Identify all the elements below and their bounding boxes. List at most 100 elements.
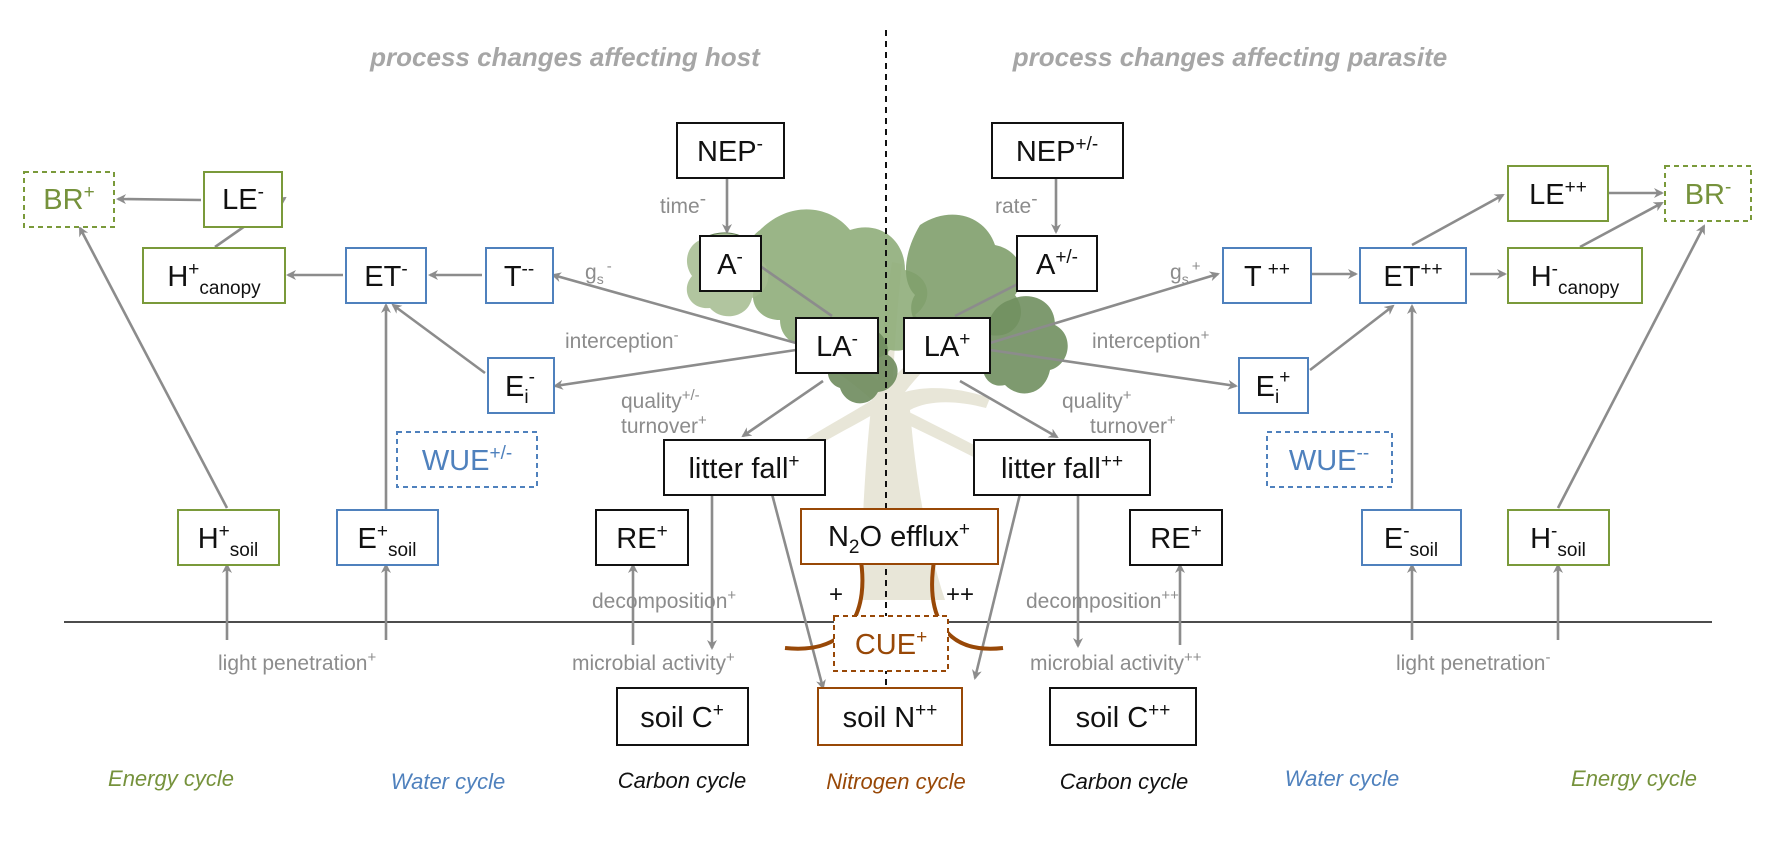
svg-text:LA-: LA- xyxy=(816,329,858,363)
re-left-base: RE xyxy=(616,523,656,555)
la-left-sup: - xyxy=(852,329,858,350)
svg-text:turnover+: turnover+ xyxy=(1090,412,1176,438)
proc-light-left-sup: + xyxy=(367,649,376,666)
proc-decomp-right-sup: ++ xyxy=(1161,587,1179,604)
node-le-right: LE++ xyxy=(1507,165,1609,222)
hcanopy-right-base: H xyxy=(1531,261,1552,293)
wue-left-base: WUE xyxy=(422,445,490,477)
arrow-et-le-right xyxy=(1411,193,1505,247)
svg-text:soil C++: soil C++ xyxy=(1076,700,1171,734)
hsoil-left-sup: + xyxy=(219,521,230,542)
hsoil-right-sup: - xyxy=(1551,521,1557,542)
le-right-base: LE xyxy=(1529,179,1564,211)
n2o-base: O efflux xyxy=(860,521,960,553)
svg-text:CUE+: CUE+ xyxy=(855,627,927,661)
arrow-hcanopy-br-right xyxy=(1579,201,1664,249)
svg-text:ET++: ET++ xyxy=(1383,259,1442,293)
node-esoil-left: E+soil xyxy=(336,509,439,566)
svg-text:litter fall+: litter fall+ xyxy=(688,451,799,485)
svg-text:Ei+: Ei+ xyxy=(1256,367,1291,408)
svg-text:E+soil: E+soil xyxy=(358,521,417,561)
proc-microbial-left-base: microbial activity xyxy=(572,652,727,675)
a-left-sup: - xyxy=(737,247,743,268)
svg-text:LA+: LA+ xyxy=(924,329,971,363)
t-left-sup: -- xyxy=(522,259,535,280)
proc-gs-right-sup: + xyxy=(1192,258,1201,275)
br-right-sup: - xyxy=(1725,177,1731,198)
svg-text:H-canopy: H-canopy xyxy=(1531,259,1620,299)
t-right-base: T xyxy=(1244,261,1262,293)
svg-text:turnover+: turnover+ xyxy=(621,412,707,438)
node-n2o: N2O efflux+ xyxy=(800,508,999,565)
cycle-water-right: Water cycle xyxy=(1285,766,1400,791)
wue-right-sup: -- xyxy=(1357,443,1370,464)
svg-text:WUE--: WUE-- xyxy=(1289,443,1369,477)
node-la-left: LA- xyxy=(795,317,879,374)
hcanopy-left-sub: canopy xyxy=(199,278,261,299)
arrow-la-litter-left xyxy=(741,379,824,438)
le-left-base: LE xyxy=(222,184,257,216)
a-right-sup: +/- xyxy=(1055,247,1078,268)
proc-interception-right-sup: + xyxy=(1201,327,1210,344)
node-t-left: T-- xyxy=(485,247,554,304)
arrow-le-br-left xyxy=(116,194,202,205)
cue-base: CUE xyxy=(855,629,916,661)
svg-text:A-: A- xyxy=(717,247,743,281)
nep-right-sup: +/- xyxy=(1075,134,1098,155)
re-right-sup: + xyxy=(1191,521,1202,542)
svg-text:H-soil: H-soil xyxy=(1530,521,1586,561)
node-nep-left: NEP- xyxy=(676,122,785,179)
svg-text:H+canopy: H+canopy xyxy=(167,259,261,299)
hcanopy-right-sup: - xyxy=(1552,259,1558,280)
arrow-la-ei-left xyxy=(553,348,797,390)
node-soilc-right: soil C++ xyxy=(1049,687,1197,746)
nep-left-sup: - xyxy=(757,134,763,155)
svg-text:microbial activity++: microbial activity++ xyxy=(1030,649,1202,675)
svg-text:LE-: LE- xyxy=(222,182,264,216)
proc-decomp-left-base: decomposition xyxy=(592,590,727,613)
svg-text:WUE+/-: WUE+/- xyxy=(422,443,512,477)
svg-text:LE++: LE++ xyxy=(1529,177,1587,211)
n2o-sup: + xyxy=(959,519,970,540)
soilc-left-base: soil C xyxy=(640,702,713,734)
litter-right-base: litter fall xyxy=(1001,453,1101,485)
litter-right-sup: ++ xyxy=(1101,451,1123,472)
hsoil-right-base: H xyxy=(1530,523,1551,555)
soilc-right-sup: ++ xyxy=(1148,700,1170,721)
svg-text:E-soil: E-soil xyxy=(1384,521,1438,561)
node-a-left: A- xyxy=(699,235,762,292)
re-right-base: RE xyxy=(1150,523,1190,555)
arrow-litter-soiln-left xyxy=(770,493,826,690)
node-litter-right: litter fall++ xyxy=(973,439,1151,496)
node-et-left: ET- xyxy=(345,247,427,304)
proc-quality-left-base: quality xyxy=(621,390,682,413)
node-la-right: LA+ xyxy=(903,317,991,374)
et-right-sup: ++ xyxy=(1420,259,1442,280)
arrow-hsoil-br-left xyxy=(78,226,229,509)
node-ei-left: Ei- xyxy=(487,357,555,414)
cycle-carbon-right: Carbon cycle xyxy=(1060,769,1188,794)
cycle-nitrogen: Nitrogen cycle xyxy=(826,769,965,794)
arrow-a-la-left xyxy=(759,264,833,318)
hcanopy-right-sub: canopy xyxy=(1558,278,1620,299)
svg-text:quality+/-: quality+/- xyxy=(621,387,700,413)
ei-left-sub: i xyxy=(524,387,528,408)
arrow-la-t-left xyxy=(551,272,797,345)
cue-sup: + xyxy=(916,627,927,648)
et-right-base: ET xyxy=(1383,261,1420,293)
arrow-la-litter-right xyxy=(959,379,1059,439)
cycle-energy-right: Energy cycle xyxy=(1571,766,1697,791)
svg-text:T--: T-- xyxy=(504,259,534,293)
svg-text:litter fall++: litter fall++ xyxy=(1001,451,1123,485)
esoil-left-sub: soil xyxy=(388,540,417,561)
proc-decomp-left-sup: + xyxy=(727,587,736,604)
et-left-base: ET xyxy=(364,261,401,293)
a-right-base: A xyxy=(1036,249,1056,281)
ei-right-sub: i xyxy=(1275,387,1279,408)
cycle-energy-left: Energy cycle xyxy=(108,766,234,791)
svg-text:soil C+: soil C+ xyxy=(640,700,724,734)
proc-turnover-left-sup: + xyxy=(698,412,707,429)
node-hcanopy-left: H+canopy xyxy=(142,247,286,304)
